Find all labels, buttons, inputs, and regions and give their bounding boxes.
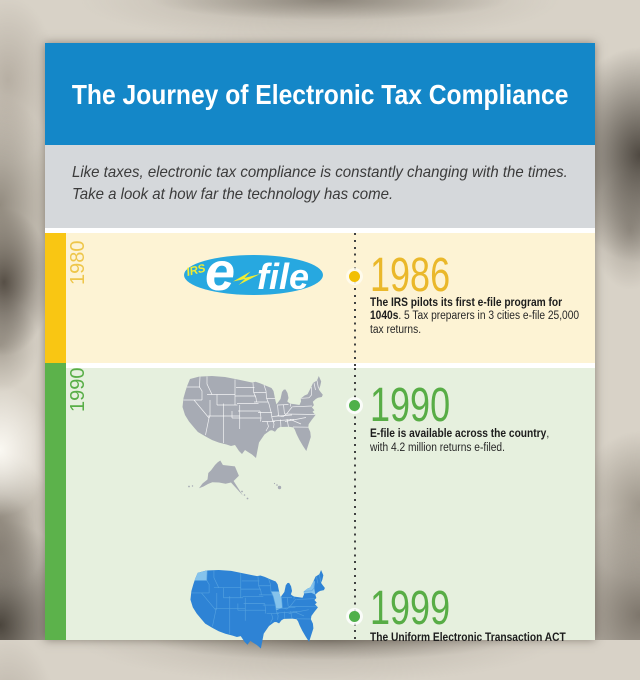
svg-text:file: file — [257, 256, 309, 295]
svg-text:IRS: IRS — [185, 263, 207, 279]
svg-text:e: e — [205, 255, 235, 295]
